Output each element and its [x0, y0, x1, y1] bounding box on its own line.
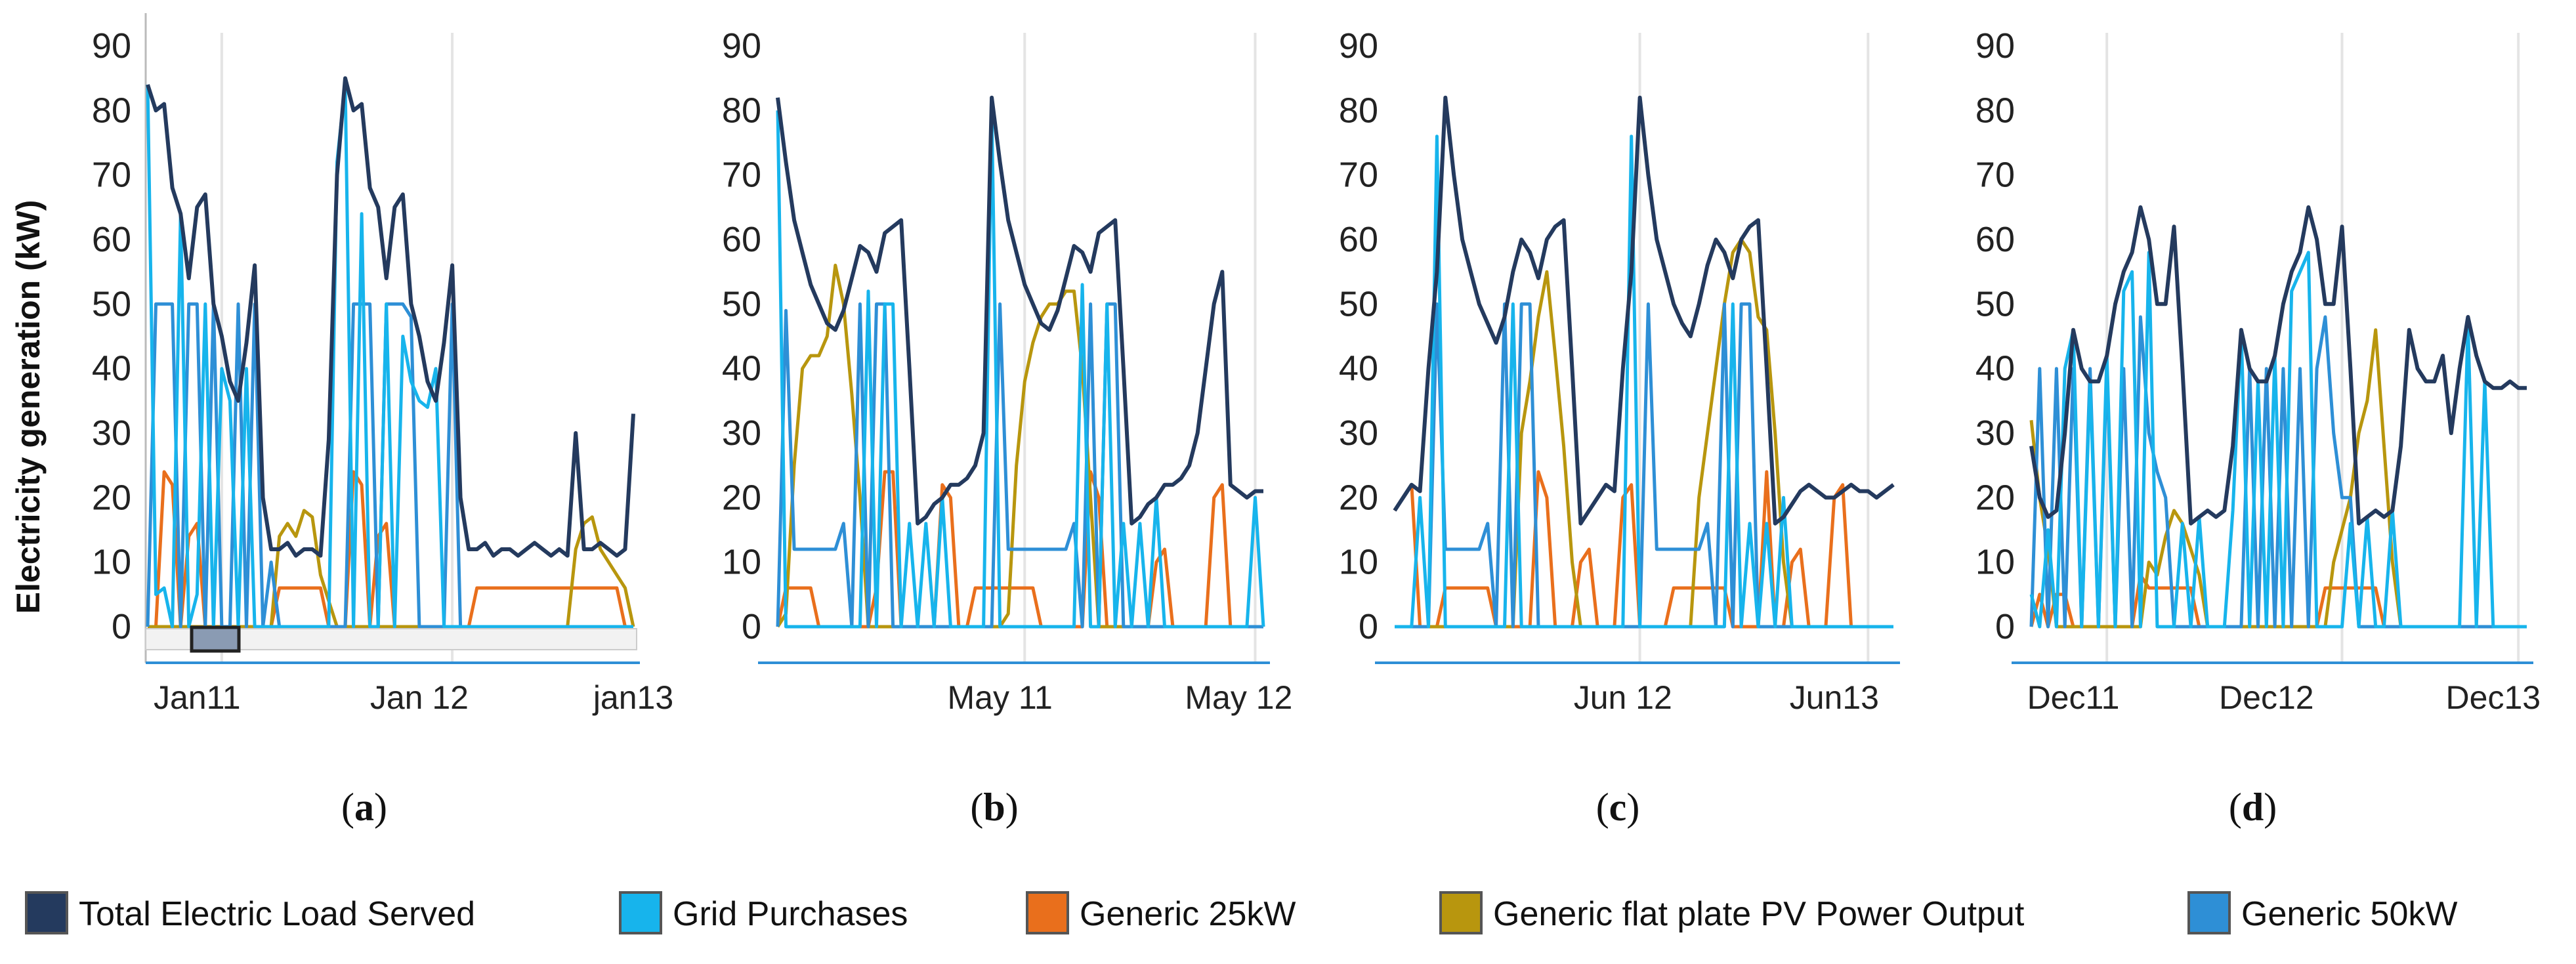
- y-tick-label: 40: [1339, 349, 1378, 388]
- x-tick-label: Jan11: [154, 679, 241, 716]
- x-tick-label: Jun13: [1790, 679, 1879, 716]
- x-tick-label: Dec11: [2027, 679, 2120, 716]
- legend-label: Grid Purchases: [673, 895, 908, 933]
- y-tick-label: 90: [1339, 26, 1378, 66]
- y-tick-label: 70: [1339, 156, 1378, 195]
- series-line-gen50: [1395, 302, 1893, 629]
- y-tick-label: 70: [92, 156, 131, 195]
- y-tick-label: 40: [1975, 349, 2015, 388]
- legend-item-4: Generic flat plate PV Power Output: [1439, 891, 2025, 934]
- y-tick-label: 60: [1975, 220, 2015, 259]
- legend-item-3: Generic 25kW: [1026, 891, 1296, 934]
- y-tick-label: 80: [1339, 91, 1378, 130]
- panel-caption: (a): [341, 786, 387, 829]
- series-line-grid: [2029, 251, 2527, 629]
- legend-swatch: [619, 891, 662, 934]
- legend-label: Total Electric Load Served: [79, 895, 475, 933]
- panel-caption: (c): [1596, 786, 1640, 829]
- y-tick-label: 90: [92, 26, 131, 66]
- y-tick-label: 0: [742, 607, 761, 646]
- series-line-grid: [1395, 135, 1893, 629]
- x-tick-label: jan13: [592, 679, 673, 716]
- panel-caption: (b): [970, 786, 1018, 829]
- series-line-total-load: [2029, 205, 2527, 526]
- y-tick-label: 60: [722, 220, 761, 259]
- legend-label: Generic 25kW: [1080, 895, 1296, 933]
- y-tick-label: 30: [1975, 413, 2015, 453]
- legend-item-5: Generic 50kW: [2187, 891, 2457, 934]
- y-tick-label: 10: [92, 543, 131, 582]
- legend-swatch: [25, 891, 68, 934]
- x-tick-label: May 12: [1185, 679, 1292, 716]
- x-tick-label: Jun 12: [1574, 679, 1672, 716]
- y-tick-label: 90: [1975, 26, 2015, 66]
- legend-swatch: [2187, 891, 2231, 934]
- y-tick-label: 10: [1975, 543, 2015, 582]
- series-line-pv: [776, 263, 1263, 629]
- y-tick-label: 0: [112, 607, 131, 646]
- chart-panel-c: 0 10 20 30 40 50 60 70 80 90 Jun 12 Jun13 (c): [1339, 26, 1900, 829]
- y-tick-label: 70: [722, 156, 761, 195]
- x-tick-label: Dec12: [2219, 679, 2314, 716]
- x-tick-label: Dec13: [2446, 679, 2541, 716]
- series-line-grid: [146, 83, 633, 629]
- range-selector-handle[interactable]: [190, 625, 241, 653]
- legend-item-1: Total Electric Load Served: [25, 891, 475, 934]
- panels: 0 10 20 30 40 50 60 70 80 90 Jan11 Jan 12 jan13 (a) 0 1…: [92, 13, 2541, 829]
- y-tick-label: 30: [1339, 413, 1378, 453]
- panel-caption: (d): [2229, 786, 2277, 829]
- y-tick-label: 10: [1339, 543, 1378, 582]
- chart-panel-b: 0 10 20 30 40 50 60 70 80 90 May 11 May 12 (b): [722, 26, 1292, 829]
- y-tick-label: 30: [722, 413, 761, 453]
- y-tick-label: 50: [1339, 284, 1378, 324]
- y-tick-label: 60: [92, 220, 131, 259]
- legend-label: Generic 50kW: [2241, 895, 2457, 933]
- y-tick-label: 20: [1975, 478, 2015, 517]
- y-tick-label: 20: [1339, 478, 1378, 517]
- legend-swatch: [1026, 891, 1069, 934]
- legend-item-2: Grid Purchases: [619, 891, 908, 934]
- y-tick-label: 60: [1339, 220, 1378, 259]
- legend-swatch: [1439, 891, 1483, 934]
- y-tick-label: 50: [92, 284, 131, 324]
- y-tick-label: 40: [722, 349, 761, 388]
- y-tick-label: 80: [92, 91, 131, 130]
- y-tick-label: 50: [722, 284, 761, 324]
- legend-label: Generic flat plate PV Power Output: [1493, 895, 2025, 933]
- chart-panel-d: 0 10 20 30 40 50 60 70 80 90 Dec11 Dec12 Dec13 (d): [1975, 26, 2541, 829]
- y-axis-label: Electricity generation (kW): [10, 200, 47, 614]
- y-tick-label: 40: [92, 349, 131, 388]
- y-tick-label: 10: [722, 543, 761, 582]
- y-tick-label: 0: [1995, 607, 2015, 646]
- y-tick-label: 80: [1975, 91, 2015, 130]
- y-tick-label: 70: [1975, 156, 2015, 195]
- y-tick-label: 20: [722, 478, 761, 517]
- x-tick-label: Jan 12: [370, 679, 469, 716]
- series-line-total-load: [1393, 95, 1895, 526]
- series-line-total-load: [776, 95, 1263, 526]
- chart-panel-a: 0 10 20 30 40 50 60 70 80 90 Jan11 Jan 12 jan13 (a): [92, 13, 673, 829]
- series-line-total-load: [146, 76, 635, 558]
- y-tick-label: 80: [722, 91, 761, 130]
- y-tick-label: 20: [92, 478, 131, 517]
- x-tick-label: May 11: [948, 679, 1053, 716]
- y-tick-label: 50: [1975, 284, 2015, 324]
- legend: Total Electric Load Served Grid Purchases…: [25, 891, 2457, 934]
- y-tick-label: 30: [92, 413, 131, 453]
- y-tick-label: 90: [722, 26, 761, 66]
- y-tick-label: 0: [1359, 607, 1378, 646]
- series-line-grid: [776, 108, 1265, 629]
